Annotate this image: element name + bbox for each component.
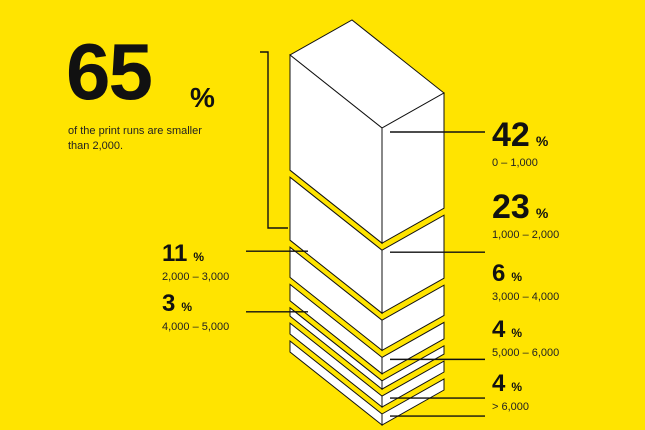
segment-unit: %: [193, 250, 205, 264]
segment-range: 3,000 – 4,000: [492, 291, 560, 303]
segment-label-1: 42% 0 – 1,000: [492, 118, 548, 171]
segment-unit: %: [511, 326, 523, 340]
block-right-face: [381, 214, 445, 315]
block-right-face: [381, 360, 445, 408]
segment-range: 0 – 1,000: [492, 157, 538, 169]
segment-unit: %: [511, 270, 523, 284]
block-segment-3: [289, 246, 445, 352]
block-segment-2: [289, 176, 445, 315]
segment-label-6: 4% 5,000 – 6,000: [492, 318, 559, 361]
block-segment-6: [289, 322, 445, 409]
block-segment-4: [289, 283, 445, 375]
segment-value: 23: [492, 188, 530, 226]
block-segment-1: [289, 19, 445, 245]
segment-range: 1,000 – 2,000: [492, 229, 560, 241]
block-segment-5: [289, 306, 445, 391]
segment-value: 11: [162, 240, 188, 267]
segment-label-2: 23% 1,000 – 2,000: [492, 190, 559, 243]
segment-range: 2,000 – 3,000: [162, 271, 230, 283]
headline-unit: %: [190, 82, 215, 113]
headline-bracket: [260, 51, 288, 229]
block-right-face: [381, 92, 445, 245]
segment-value: 6: [492, 260, 506, 287]
headline-value: 65: [66, 27, 153, 116]
segment-value: 4: [492, 316, 506, 343]
segment-value: 4: [492, 370, 506, 397]
segment-label-3: 11% 2,000 – 3,000: [162, 242, 229, 285]
segment-value: 3: [162, 290, 176, 317]
block-right-face: [381, 321, 445, 375]
block-right-face: [381, 344, 445, 390]
segment-unit: %: [181, 300, 193, 314]
block-right-face: [381, 378, 445, 426]
segment-range: 4,000 – 5,000: [162, 321, 230, 333]
segment-label-4: 6% 3,000 – 4,000: [492, 262, 559, 305]
segment-unit: %: [511, 380, 523, 394]
segment-unit: %: [535, 205, 549, 221]
segment-label-7: 4% > 6,000: [492, 372, 529, 415]
segment-range: 5,000 – 6,000: [492, 347, 560, 359]
block-right-face: [381, 284, 445, 352]
segment-unit: %: [535, 133, 549, 149]
segment-value: 42: [492, 116, 530, 154]
segment-label-5: 3% 4,000 – 5,000: [162, 292, 229, 335]
headline-description: of the print runs are smaller than 2,000…: [68, 125, 202, 152]
segment-range: > 6,000: [492, 401, 530, 413]
block-segment-7: [289, 339, 445, 427]
